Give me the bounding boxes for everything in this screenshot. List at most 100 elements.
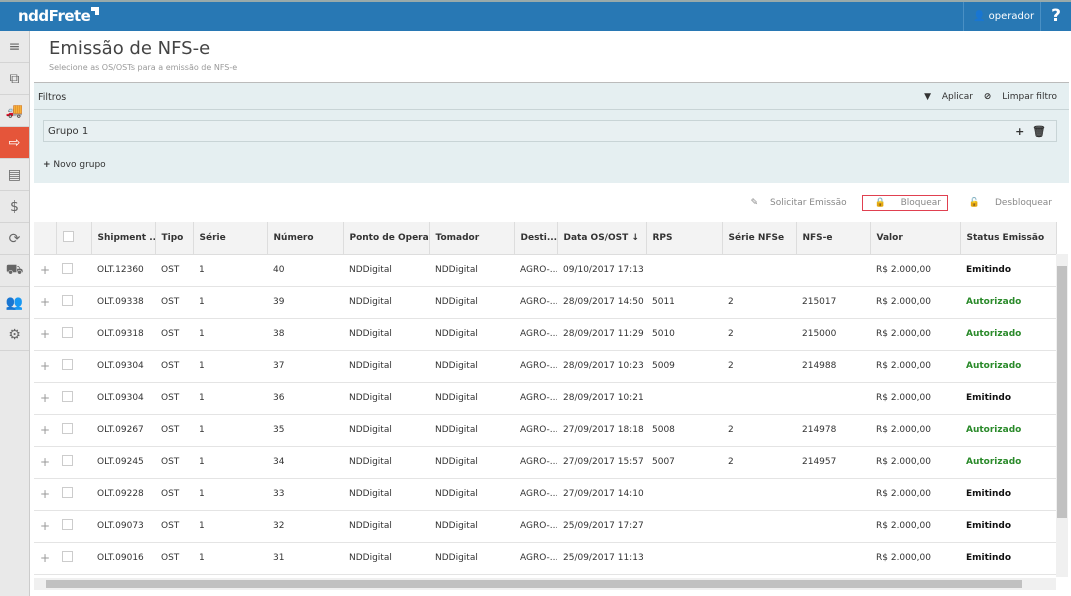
expand-row-button[interactable]: + [34,318,56,351]
column-header[interactable]: Valor [870,222,961,255]
column-header[interactable]: Status Emissão [960,222,1057,255]
expand-row-button[interactable]: + [34,286,56,319]
table-row[interactable]: + OLT.09245 OST 1 34 NDDigital NDDigital AGRO-.… [34,446,1056,479]
expand-row-button[interactable]: + [34,446,56,479]
row-select[interactable] [56,446,91,479]
sidebar-item-3[interactable]: ⇨ [0,127,29,159]
table-row[interactable]: + OLT.09267 OST 1 35 NDDigital NDDigital AGRO-.… [34,414,1056,447]
sidebar-item-9[interactable]: ⚙ [0,319,29,351]
user-menu[interactable]: 👤 operador ⌄ [963,2,1040,51]
table-row[interactable]: + OLT.09228 OST 1 33 NDDigital NDDigital AGRO-.… [34,478,1056,511]
table-cell: OLT.09245 [91,446,155,479]
lock-button[interactable]: 🔒 Bloquear [861,195,948,211]
table-cell: 28/09/2017 14:50 [557,286,646,319]
row-select[interactable] [56,318,91,351]
logo[interactable]: nddFrete [18,7,100,25]
table-cell: 28/09/2017 10:23 [557,350,646,383]
row-checkbox[interactable] [62,327,73,338]
row-checkbox[interactable] [62,487,73,498]
sidebar-item-2[interactable]: 🚚 [0,95,29,127]
table-cell: Autorizado [960,446,1056,479]
table-cell: 5007 [646,446,722,479]
new-group-button[interactable]: + Novo grupo [43,160,106,170]
column-header[interactable]: Shipment ... [91,222,156,255]
expand-row-button[interactable]: + [34,542,56,575]
table-row[interactable]: + OLT.09304 OST 1 37 NDDigital NDDigital AGRO-.… [34,350,1056,383]
table-cell: 215017 [796,286,870,319]
table-cell: 214988 [796,350,870,383]
table-cell: OST [155,254,193,287]
unlock-button[interactable]: 🔓 Desbloquear [957,196,1058,210]
column-header[interactable]: Desti... [514,222,558,255]
sidebar-item-4[interactable]: ▤ [0,159,29,191]
request-emission-button[interactable]: ✎ Solicitar Emissão [750,198,847,208]
row-select[interactable] [56,286,91,319]
table-cell: 214978 [796,414,870,447]
column-header[interactable]: Tipo [155,222,194,255]
row-select[interactable] [56,414,91,447]
row-checkbox[interactable] [62,423,73,434]
plus-icon: + [43,160,51,170]
column-header[interactable]: Tomador [429,222,515,255]
column-header[interactable]: Data OS/OST ↓ [557,222,647,255]
column-header[interactable]: RPS [646,222,723,255]
row-checkbox[interactable] [62,455,73,466]
row-checkbox[interactable] [62,295,73,306]
row-select[interactable] [56,350,91,383]
select-all[interactable] [56,222,92,255]
column-header[interactable]: Série [193,222,268,255]
expand-row-button[interactable]: + [34,254,56,287]
table-cell: 2 [722,350,796,383]
column-header[interactable]: NFS-e [796,222,871,255]
sidebar-item-6[interactable]: ⟳ [0,223,29,255]
vertical-scrollbar[interactable] [1056,254,1068,577]
apply-filter-button[interactable]: ▼ Aplicar [924,92,973,102]
table-cell: NDDigital [343,382,429,415]
select-all-checkbox[interactable] [62,230,74,242]
expand-row-button[interactable]: + [34,382,56,415]
expand-row-button[interactable]: + [34,478,56,511]
column-header[interactable]: Número [267,222,344,255]
table-cell: OLT.09338 [91,286,155,319]
expand-row-button[interactable]: + [34,350,56,383]
table-row[interactable]: + OLT.12360 OST 1 40 NDDigital NDDigital AGRO-.… [34,254,1056,287]
row-checkbox[interactable] [62,551,73,562]
row-checkbox[interactable] [62,359,73,370]
table-cell [722,478,796,511]
clear-filter-button[interactable]: ⊘ Limpar filtro [983,92,1057,102]
table-row[interactable]: + OLT.09016 OST 1 31 NDDigital NDDigital AGRO-.… [34,542,1056,575]
column-header[interactable]: Série NFSe [722,222,797,255]
row-select[interactable] [56,478,91,511]
column-header[interactable]: Ponto de Opera... [343,222,430,255]
sidebar-item-0[interactable]: ≡ [0,31,29,63]
row-checkbox[interactable] [62,391,73,402]
table-cell: 33 [267,478,343,511]
row-select[interactable] [56,254,91,287]
help-button[interactable]: ? [1040,2,1071,31]
table-cell: 2 [722,446,796,479]
expand-row-button[interactable]: + [34,510,56,543]
table-row[interactable]: + OLT.09318 OST 1 38 NDDigital NDDigital AGRO-.… [34,318,1056,351]
table-row[interactable]: + OLT.09338 OST 1 39 NDDigital NDDigital AGRO-.… [34,286,1056,319]
expand-row-button[interactable]: + [34,414,56,447]
row-checkbox[interactable] [62,519,73,530]
filter-group[interactable]: Grupo 1 + 🗑 [43,120,1057,142]
table-cell: 09/10/2017 17:13 [557,254,646,287]
sidebar-item-7[interactable]: ⛟ [0,255,29,287]
sidebar-item-1[interactable]: ⧉ [0,63,29,95]
row-select[interactable] [56,542,91,575]
table-cell: OST [155,478,193,511]
table-cell: R$ 2.000,00 [870,350,960,383]
sidebar-item-8[interactable]: 👥 [0,287,29,319]
row-select[interactable] [56,510,91,543]
horizontal-scrollbar[interactable] [34,578,1056,590]
row-checkbox[interactable] [62,263,73,274]
sidebar-item-5[interactable]: $ [0,191,29,223]
delete-group-button[interactable]: 🗑 [1032,125,1046,138]
table-row[interactable]: + OLT.09073 OST 1 32 NDDigital NDDigital AGRO-.… [34,510,1056,543]
add-condition-button[interactable]: + [1015,125,1025,138]
table-row[interactable]: + OLT.09304 OST 1 36 NDDigital NDDigital AGRO-.… [34,382,1056,415]
row-select[interactable] [56,382,91,415]
table-cell: AGRO-... [514,446,557,479]
table-cell: 28/09/2017 11:29 [557,318,646,351]
